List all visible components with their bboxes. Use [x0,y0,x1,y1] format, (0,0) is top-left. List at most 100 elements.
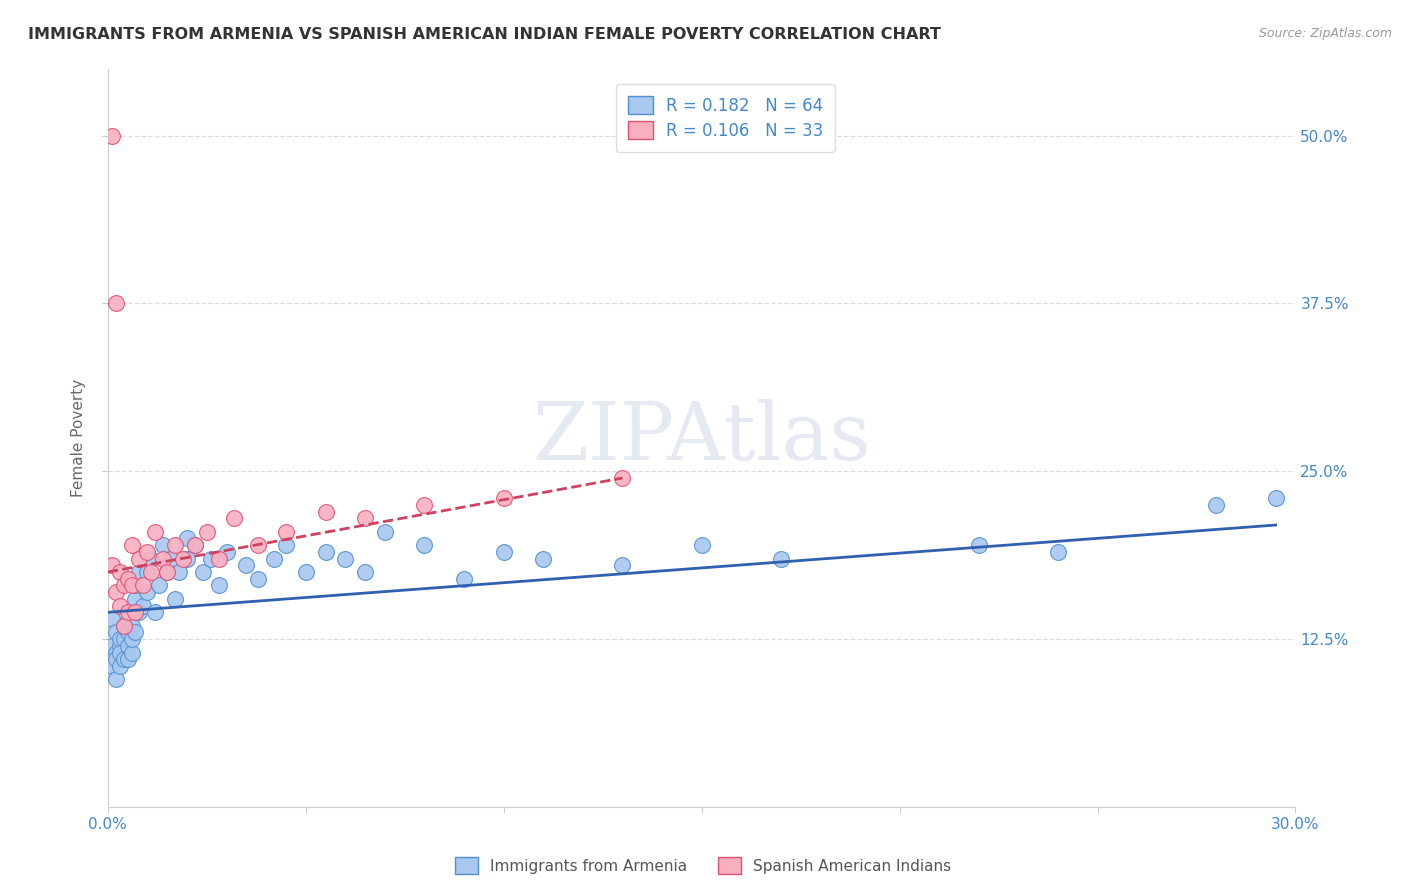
Point [117,605,139,619]
Point [121,632,143,647]
Legend: R = 0.182   N = 64, R = 0.106   N = 33: R = 0.182 N = 64, R = 0.106 N = 33 [616,84,835,152]
Point [104,625,127,640]
Point [112,618,135,632]
Point [100,558,122,573]
Point [108,639,131,653]
Point [108,599,131,613]
Point [413,538,436,552]
Point [354,511,377,525]
Point [453,572,475,586]
Point [235,558,257,573]
Point [1264,491,1286,505]
Point [195,524,218,539]
Point [104,646,127,660]
Point [769,551,792,566]
Point [108,646,131,660]
Point [112,578,135,592]
Point [967,538,990,552]
Point [165,591,187,606]
Point [112,618,135,632]
Point [200,551,222,566]
Point [148,578,170,592]
Point [108,565,131,579]
Point [124,578,146,592]
Point [128,605,150,619]
Point [294,565,316,579]
Point [612,471,634,485]
Point [152,551,174,566]
Point [117,652,139,666]
Point [215,545,238,559]
Point [136,585,159,599]
Point [108,659,131,673]
Point [104,673,127,687]
Point [121,646,143,660]
Point [176,551,198,566]
Point [121,578,143,592]
Point [612,558,634,573]
Point [690,538,713,552]
Point [100,639,122,653]
Point [100,128,122,143]
Point [1205,498,1227,512]
Point [117,572,139,586]
Point [121,538,143,552]
Point [141,551,163,566]
Point [354,565,377,579]
Point [156,565,179,579]
Point [143,605,166,619]
Point [184,538,207,552]
Point [374,524,396,539]
Point [112,632,135,647]
Point [132,599,155,613]
Point [128,565,150,579]
Point [207,551,229,566]
Point [117,639,139,653]
Point [128,551,150,566]
Text: ZIPAtlas: ZIPAtlas [533,399,870,476]
Point [132,578,155,592]
Point [315,545,337,559]
Point [531,551,554,566]
Point [121,618,143,632]
Y-axis label: Female Poverty: Female Poverty [72,378,86,497]
Point [152,538,174,552]
Point [104,296,127,310]
Point [112,652,135,666]
Point [176,532,198,546]
Point [108,632,131,647]
Point [124,591,146,606]
Point [274,524,297,539]
Point [263,551,285,566]
Point [167,565,190,579]
Point [207,578,229,592]
Point [335,551,357,566]
Point [136,565,159,579]
Point [165,538,187,552]
Point [492,491,515,505]
Point [100,612,122,626]
Legend: Immigrants from Armenia, Spanish American Indians: Immigrants from Armenia, Spanish America… [449,851,957,880]
Point [124,605,146,619]
Point [274,538,297,552]
Text: IMMIGRANTS FROM ARMENIA VS SPANISH AMERICAN INDIAN FEMALE POVERTY CORRELATION CH: IMMIGRANTS FROM ARMENIA VS SPANISH AMERI… [28,27,941,42]
Point [100,659,122,673]
Point [117,612,139,626]
Point [104,652,127,666]
Point [413,498,436,512]
Point [136,545,159,559]
Point [247,572,270,586]
Point [191,565,214,579]
Point [184,538,207,552]
Point [104,585,127,599]
Point [156,565,179,579]
Point [247,538,270,552]
Point [124,625,146,640]
Point [141,565,163,579]
Point [143,524,166,539]
Point [117,625,139,640]
Point [172,551,194,566]
Text: Source: ZipAtlas.com: Source: ZipAtlas.com [1258,27,1392,40]
Point [224,511,246,525]
Point [315,505,337,519]
